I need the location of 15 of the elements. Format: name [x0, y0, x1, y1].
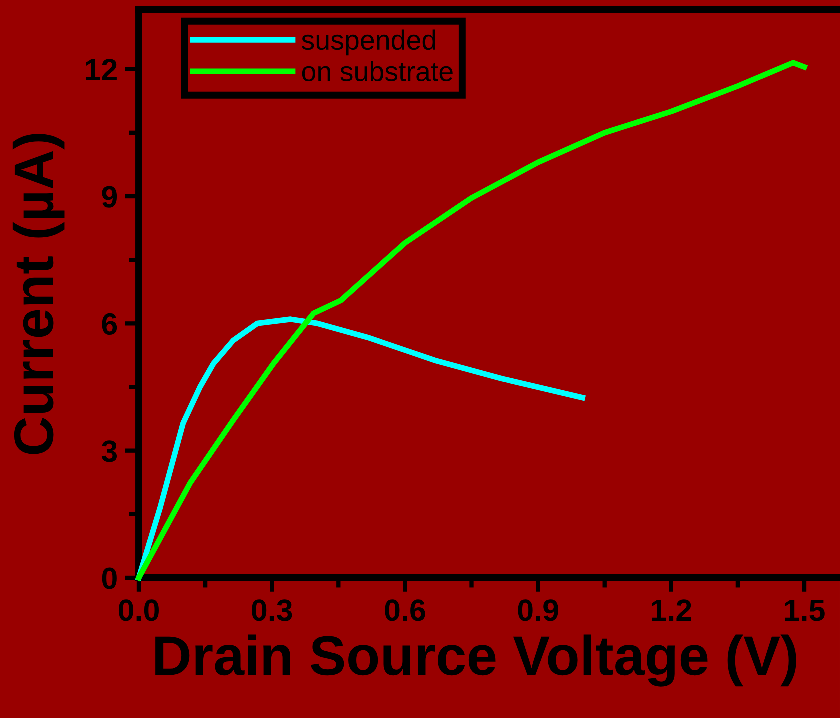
x-axis-title: Drain Source Voltage (V): [156, 634, 796, 687]
x-tick-label: 0.3: [252, 600, 292, 622]
x-tick-label: 1.5: [785, 600, 825, 622]
y-tick-label: 12: [86, 59, 117, 80]
y-tick-label: 6: [102, 313, 118, 336]
x-tick-label: 0.6: [385, 600, 426, 622]
x-tick-label: 1.2: [652, 600, 692, 621]
y-tick-label: 3: [102, 440, 118, 462]
legend-label: suspended: [302, 30, 436, 56]
legend-label: on substrate: [302, 61, 453, 82]
y-tick-label: 9: [102, 186, 118, 208]
x-tick-label: 0.0: [118, 600, 159, 622]
x-tick-label: 0.9: [518, 600, 558, 622]
y-axis-title: Current (µA): [12, 134, 65, 454]
y-tick-label: 0: [102, 568, 117, 590]
